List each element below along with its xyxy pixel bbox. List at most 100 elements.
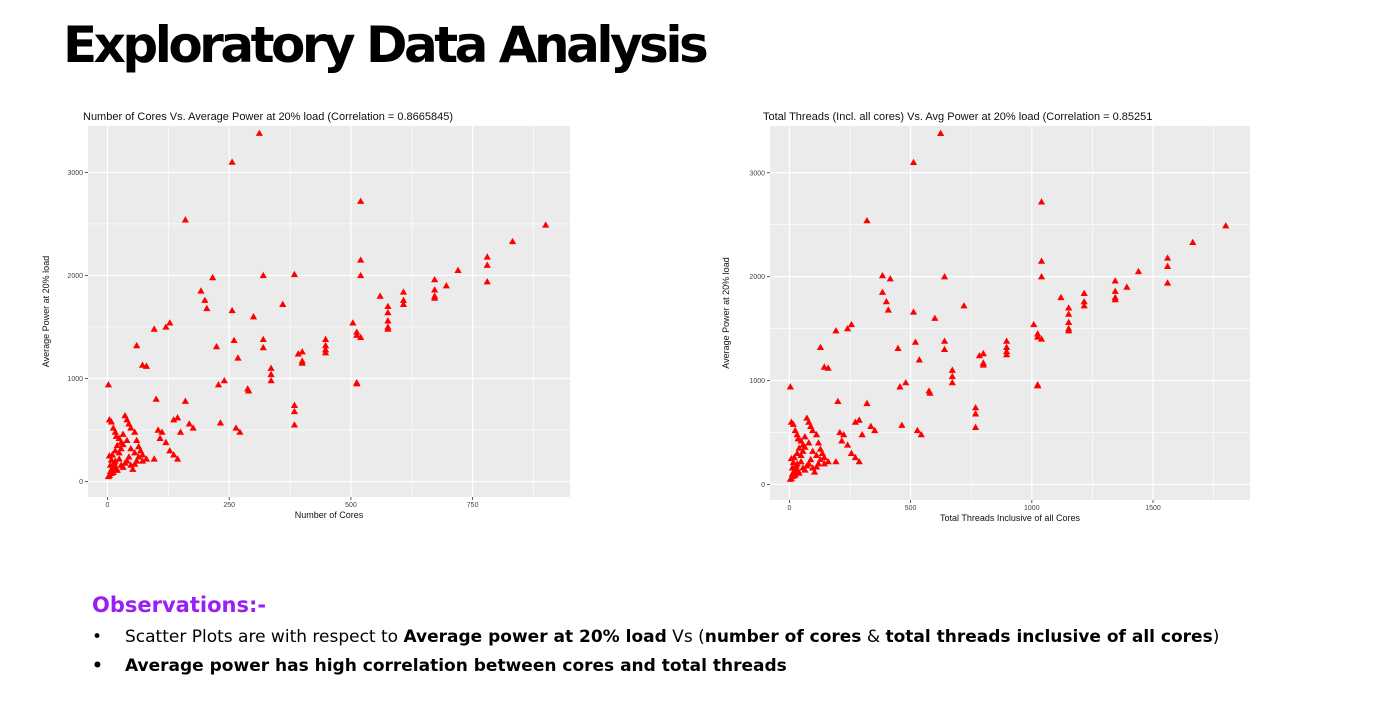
data-point-cores <box>431 286 439 293</box>
data-point-threads <box>878 288 887 295</box>
obs1-text-4: ) <box>1212 627 1220 647</box>
data-point-cores <box>181 216 189 223</box>
y-axis-title: Average Power at 20% load <box>41 256 51 367</box>
data-point-cores <box>138 457 147 464</box>
data-point-threads <box>948 372 956 380</box>
data-point-cores <box>150 455 158 462</box>
y-tick-label: 3000 <box>67 170 83 177</box>
data-point-cores <box>138 451 147 458</box>
data-point-threads <box>805 460 813 467</box>
x-tick-label: 750 <box>467 502 479 509</box>
y-axis-title: Average Power at 20% load <box>721 257 731 368</box>
data-point-cores <box>399 288 408 295</box>
data-point-cores <box>209 273 217 281</box>
x-tick-label: 500 <box>905 505 917 512</box>
data-point-threads <box>886 275 894 282</box>
data-point-cores <box>142 362 151 369</box>
x-tick-label: 0 <box>787 505 791 512</box>
data-point-cores <box>150 325 158 332</box>
data-point-threads <box>812 451 821 459</box>
y-tick-label: 2000 <box>749 274 765 281</box>
data-point-cores <box>228 158 236 165</box>
data-point-threads <box>805 439 813 446</box>
observations-section: Observations:- • Scatter Plots are with r… <box>92 591 1219 681</box>
data-point-threads <box>1163 262 1172 269</box>
data-point-cores <box>234 354 242 361</box>
data-point-cores <box>267 376 275 384</box>
data-point-threads <box>855 416 863 423</box>
data-point-threads <box>871 426 879 434</box>
data-point-threads <box>1123 283 1131 290</box>
data-point-threads <box>1065 310 1073 317</box>
data-point-threads <box>1034 382 1042 389</box>
data-point-threads <box>843 441 852 448</box>
data-point-threads <box>971 403 980 411</box>
data-point-cores <box>109 468 117 475</box>
data-point-threads <box>878 272 887 279</box>
slide-title: Exploratory Data Analysis <box>63 16 709 74</box>
data-point-cores <box>115 455 123 462</box>
data-point-cores <box>245 387 253 394</box>
data-point-cores <box>113 441 121 449</box>
data-point-threads <box>917 430 925 438</box>
data-point-threads <box>971 423 980 430</box>
plot-panel <box>88 126 570 497</box>
data-point-cores <box>203 304 211 312</box>
data-point-cores <box>108 451 116 458</box>
data-point-cores <box>290 401 299 408</box>
data-point-cores <box>152 395 160 402</box>
data-point-threads <box>884 306 892 313</box>
data-point-threads <box>786 383 794 390</box>
data-point-cores <box>107 456 115 463</box>
data-point-threads <box>948 366 956 373</box>
data-point-cores <box>158 428 166 435</box>
data-point-cores <box>111 447 119 454</box>
data-point-threads <box>940 337 949 344</box>
data-point-threads <box>834 397 842 405</box>
data-point-threads <box>851 418 859 425</box>
data-point-threads <box>797 451 805 459</box>
data-point-cores <box>483 261 491 268</box>
data-point-cores <box>107 418 115 425</box>
data-point-cores <box>349 319 357 326</box>
data-point-cores <box>113 466 121 473</box>
data-point-threads <box>915 356 923 363</box>
data-point-cores <box>232 424 240 431</box>
data-point-threads <box>801 433 809 440</box>
data-point-threads <box>937 129 945 136</box>
data-point-cores <box>431 294 439 301</box>
data-point-cores <box>173 455 182 462</box>
data-point-threads <box>1034 333 1042 340</box>
data-point-cores <box>230 336 238 344</box>
obs1-text-2: Vs ( <box>666 627 705 647</box>
data-point-cores <box>201 296 209 303</box>
data-point-threads <box>911 338 920 345</box>
data-point-threads <box>1080 302 1088 309</box>
data-point-threads <box>1163 254 1172 261</box>
data-point-threads <box>960 302 968 309</box>
data-point-threads <box>882 297 890 305</box>
data-point-threads <box>1037 335 1046 342</box>
data-point-cores <box>129 465 137 472</box>
data-point-cores <box>294 350 302 357</box>
data-point-cores <box>353 331 361 338</box>
data-point-cores <box>357 197 365 204</box>
data-point-cores <box>125 453 133 460</box>
data-point-threads <box>814 460 823 467</box>
data-point-threads <box>788 464 796 471</box>
data-point-cores <box>228 306 236 314</box>
data-point-threads <box>816 343 825 350</box>
data-point-cores <box>298 348 306 355</box>
y-tick-label: 3000 <box>749 170 765 177</box>
data-point-threads <box>948 379 956 386</box>
obs1-bold-average-power: Average power at 20% load <box>403 627 667 647</box>
data-point-cores <box>115 449 123 456</box>
data-point-cores <box>321 341 330 349</box>
data-point-cores <box>357 271 365 279</box>
data-point-threads <box>1003 337 1011 344</box>
data-point-threads <box>836 428 844 436</box>
data-point-threads <box>814 439 823 446</box>
data-point-threads <box>1003 350 1011 358</box>
data-point-cores <box>267 370 275 378</box>
data-point-threads <box>847 449 856 456</box>
